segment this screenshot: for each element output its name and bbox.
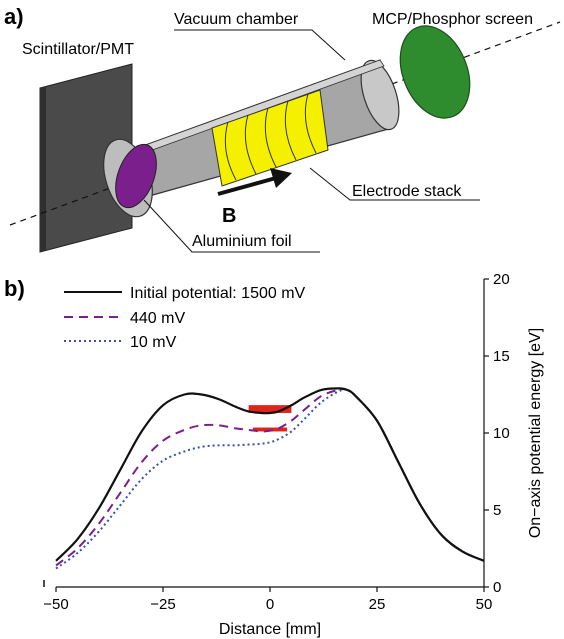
mcp-screen xyxy=(399,25,471,119)
x-ticks: −50 −25 0 25 50 xyxy=(43,587,492,613)
series-1500mv-line xyxy=(55,387,485,562)
y-tick-label: 5 xyxy=(493,502,501,519)
callout-mcp-screen: MCP/Phosphor screen xyxy=(372,11,533,28)
panel-a: a) xyxy=(4,4,561,253)
field-label: B xyxy=(222,205,236,227)
y-ticks: 0 5 10 15 20 xyxy=(484,271,510,596)
svg-text:Initial potential: 1500 mV: Initial potential: 1500 mV xyxy=(130,285,306,302)
x-tick-label: −25 xyxy=(150,596,175,613)
callout-electrode-stack: Electrode stack xyxy=(309,167,480,201)
y-tick-label: 20 xyxy=(493,271,510,288)
field-arrow xyxy=(217,168,292,196)
legend-item-1500mv: Initial potential: 1500 mV xyxy=(64,285,306,302)
legend: Initial potential: 1500 mV 440 mV 10 mV xyxy=(64,285,306,351)
series-440mv-line xyxy=(55,388,485,567)
aluminium-foil xyxy=(115,143,157,209)
svg-text:Electrode stack: Electrode stack xyxy=(352,183,462,200)
x-tick-label: 25 xyxy=(369,596,386,613)
electrode-stack xyxy=(211,89,329,187)
panel-b: b) Initial potential: 1500 mV 440 mV 10 … xyxy=(4,271,544,638)
callout-scintillator: Scintillator/PMT xyxy=(22,41,134,58)
trapped-region-fill-2 xyxy=(252,427,288,432)
svg-text:Scintillator/PMT: Scintillator/PMT xyxy=(22,41,134,58)
callout-aluminium-foil: Aluminium foil xyxy=(143,199,320,253)
svg-text:440 mV: 440 mV xyxy=(130,310,185,327)
y-tick-label: 15 xyxy=(493,348,510,365)
y-axis-title: On−axis potential energy [eV] xyxy=(527,328,544,538)
series-10mv-line xyxy=(55,388,485,570)
legend-item-440mv: 440 mV xyxy=(64,310,185,327)
svg-text:Vacuum chamber: Vacuum chamber xyxy=(174,11,299,28)
x-tick-label: −50 xyxy=(43,596,68,613)
svg-text:Aluminium foil: Aluminium foil xyxy=(192,233,292,250)
beam-axis xyxy=(9,21,561,226)
panel-a-label: a) xyxy=(4,4,24,29)
trapped-region-fill-1 xyxy=(248,405,292,413)
scintillator-plate-edge xyxy=(40,86,46,252)
callout-vacuum-chamber: Vacuum chamber xyxy=(174,11,346,61)
x-axis-title: Distance [mm] xyxy=(219,621,321,638)
y-tick-label: 10 xyxy=(493,425,510,442)
svg-text:10 mV: 10 mV xyxy=(130,334,177,351)
panel-b-label: b) xyxy=(4,276,25,301)
legend-item-10mv: 10 mV xyxy=(64,334,177,351)
x-tick-label: 50 xyxy=(476,596,493,613)
svg-text:MCP/Phosphor screen: MCP/Phosphor screen xyxy=(372,11,533,28)
y-tick-label: 0 xyxy=(493,579,501,596)
x-tick-label: 0 xyxy=(266,596,274,613)
plot-area xyxy=(55,387,485,570)
